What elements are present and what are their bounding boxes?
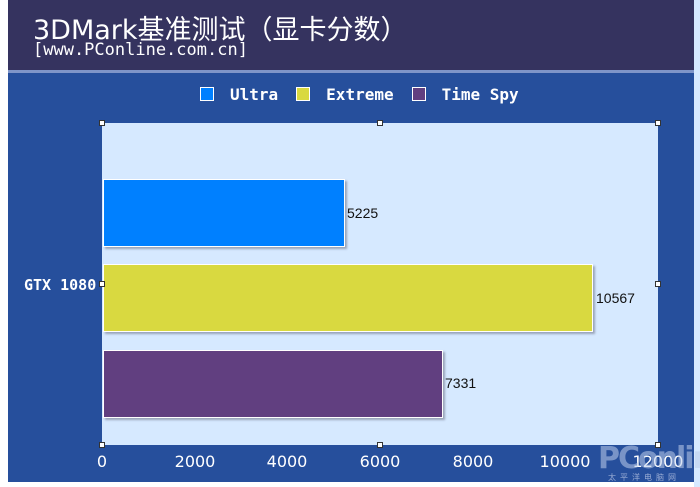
x-tick-label: 12000 [632,452,684,471]
legend-item-ultra: Ultra [200,85,278,104]
resize-handle[interactable] [377,442,383,448]
legend: Ultra Extreme Time Spy [200,84,537,104]
resize-handle[interactable] [655,281,661,287]
resize-handle[interactable] [655,442,661,448]
bar-value-ultra: 5225 [347,205,379,221]
watermark: PConline 太平洋电脑网 [598,441,700,482]
resize-handle[interactable] [99,442,105,448]
x-tick-label: 8000 [452,452,494,471]
category-label: GTX 1080 [24,276,97,294]
bar-value-extreme: 10567 [596,290,635,306]
resize-handle[interactable] [655,120,661,126]
legend-label: Ultra [230,84,279,104]
chart-subtitle: [www.PConline.com.cn] [33,40,248,60]
chart-title: 3DMark基准测试（显卡分数） [33,15,408,46]
legend-label: Extreme [326,84,394,104]
right-edge [694,0,700,487]
x-tick-label: 0 [96,452,108,471]
plot-area: 5225 10567 7331 [99,120,661,448]
resize-handle[interactable] [99,281,105,287]
legend-swatch-extreme [296,87,311,101]
bar-ultra [103,179,345,247]
bar-extreme [103,264,593,332]
resize-handle[interactable] [377,120,383,126]
legend-label: Time Spy [441,84,519,104]
watermark-logo: PConline [598,441,700,476]
bar-time-spy [103,350,443,418]
legend-item-time-spy: Time Spy [411,84,519,104]
chart-frame: 3DMark基准测试（显卡分数） [www.PConline.com.cn] U… [8,0,700,482]
legend-swatch-ultra [200,87,214,101]
x-tick-label: 10000 [539,452,591,471]
legend-swatch-time-spy [411,87,426,101]
x-tick-label: 4000 [266,452,308,471]
x-tick-label: 2000 [174,452,216,471]
chart-header: 3DMark基准测试（显卡分数） [www.PConline.com.cn] [8,0,694,73]
bar-value-time-spy: 7331 [445,375,477,391]
legend-item-extreme: Extreme [296,84,394,104]
watermark-subtitle: 太平洋电脑网 [608,473,680,482]
x-tick-label: 6000 [359,452,401,471]
resize-handle[interactable] [99,120,105,126]
